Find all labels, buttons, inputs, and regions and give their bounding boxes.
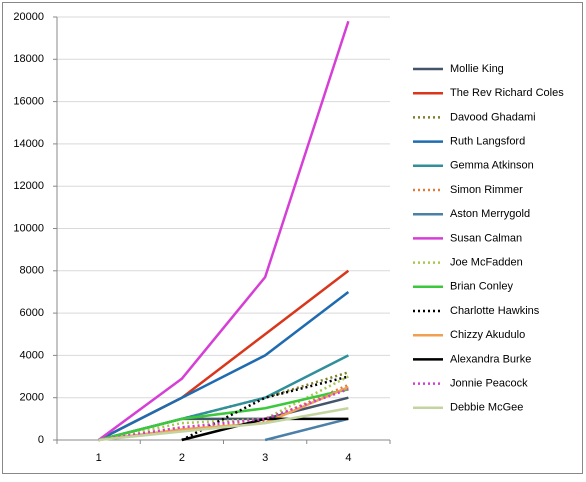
- legend-label: Davood Ghadami: [450, 111, 536, 123]
- y-tick-label: 0: [38, 434, 44, 446]
- chart-frame: [2, 2, 583, 474]
- legend-label: Debbie McGee: [450, 402, 523, 414]
- legend-label: Joe McFadden: [450, 257, 523, 269]
- legend-label: Susan Calman: [450, 232, 522, 244]
- legend-label: Chizzy Akudulo: [450, 329, 525, 341]
- legend-label: Brian Conley: [450, 281, 513, 293]
- y-tick-label: 20000: [13, 11, 44, 23]
- y-tick-label: 14000: [13, 138, 44, 150]
- series-line: [97, 20, 350, 442]
- legend-label: Gemma Atkinson: [450, 160, 534, 172]
- legend-label: Charlotte Hawkins: [450, 305, 540, 317]
- series-line: [98, 290, 350, 442]
- y-tick-label: 2000: [20, 392, 44, 404]
- y-tick-label: 16000: [13, 96, 44, 108]
- series-line: [98, 388, 349, 442]
- series-line: [98, 388, 349, 442]
- y-tick-label: 8000: [20, 265, 44, 277]
- y-tick-label: 10000: [13, 222, 44, 234]
- legend-label: Simon Rimmer: [450, 184, 523, 196]
- y-tick-label: 6000: [20, 307, 44, 319]
- series-line: [98, 371, 349, 442]
- legend-label: Alexandra Burke: [450, 353, 531, 365]
- legend-label: Aston Merrygold: [450, 208, 530, 220]
- series-line: [181, 417, 349, 442]
- legend-label: The Rev Richard Coles: [450, 87, 564, 99]
- x-tick-label: 3: [262, 452, 268, 464]
- y-tick-label: 12000: [13, 180, 44, 192]
- legend-label: Mollie King: [450, 63, 504, 75]
- series-line: [181, 375, 349, 442]
- legend-label: Ruth Langsford: [450, 136, 525, 148]
- series-line: [98, 407, 349, 442]
- legend-label: Jonnie Peacock: [450, 378, 528, 390]
- x-tick-label: 1: [96, 452, 102, 464]
- y-tick-label: 4000: [20, 349, 44, 361]
- x-tick-label: 4: [345, 452, 351, 464]
- y-tick-label: 18000: [13, 53, 44, 65]
- series-line: [98, 375, 349, 442]
- series-line: [264, 417, 349, 442]
- x-tick-label: 2: [179, 452, 185, 464]
